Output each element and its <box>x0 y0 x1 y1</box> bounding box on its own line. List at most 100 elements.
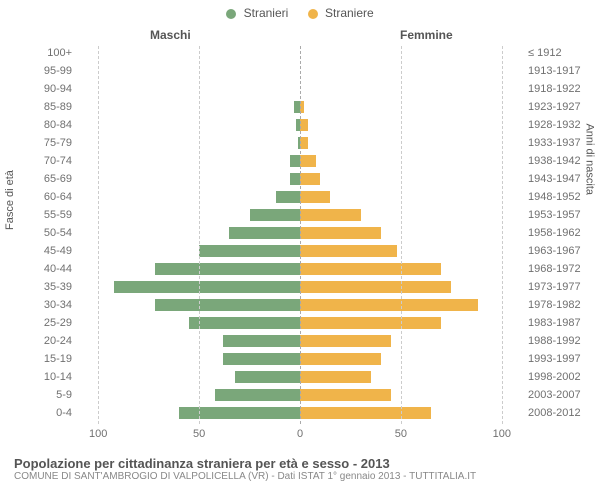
bar-row-male <box>78 64 300 78</box>
bar-female <box>300 245 397 257</box>
x-tick-label: 0 <box>285 428 315 440</box>
grid-line <box>502 46 503 424</box>
age-label: 70-74 <box>30 154 72 168</box>
year-label: 1913-1917 <box>528 64 598 78</box>
bar-row-female <box>300 262 522 276</box>
bar-female <box>300 263 441 275</box>
bar-row-female <box>300 190 522 204</box>
year-label: 1978-1982 <box>528 298 598 312</box>
bar-row-female <box>300 154 522 168</box>
footer-title: Popolazione per cittadinanza straniera p… <box>14 456 586 471</box>
bar-female <box>300 209 361 221</box>
bar-row-male <box>78 298 300 312</box>
bar-male <box>276 191 300 203</box>
year-label: 1993-1997 <box>528 352 598 366</box>
bar-male <box>229 227 300 239</box>
age-label: 80-84 <box>30 118 72 132</box>
bar-row-male <box>78 226 300 240</box>
bar-row-female <box>300 298 522 312</box>
age-label: 60-64 <box>30 190 72 204</box>
bar-male <box>199 245 300 257</box>
bar-male <box>223 353 300 365</box>
year-label: 1953-1957 <box>528 208 598 222</box>
year-label: 1918-1922 <box>528 82 598 96</box>
bar-row-female <box>300 208 522 222</box>
age-label: 35-39 <box>30 280 72 294</box>
year-label: 1928-1932 <box>528 118 598 132</box>
legend-label-female: Straniere <box>325 6 374 20</box>
footer-subtitle: COMUNE DI SANT'AMBROGIO DI VALPOLICELLA … <box>14 471 586 482</box>
bar-row-male <box>78 154 300 168</box>
legend: Stranieri Straniere <box>0 6 600 20</box>
age-label: 5-9 <box>30 388 72 402</box>
year-label: 1968-1972 <box>528 262 598 276</box>
bar-row-male <box>78 172 300 186</box>
bar-female <box>300 389 391 401</box>
age-label: 40-44 <box>30 262 72 276</box>
bar-male <box>290 173 300 185</box>
bar-row-female <box>300 352 522 366</box>
bar-female <box>300 155 316 167</box>
bar-row-female <box>300 226 522 240</box>
grid-line <box>98 46 99 424</box>
bar-row-female <box>300 316 522 330</box>
bar-row-male <box>78 136 300 150</box>
x-tick-label: 50 <box>386 428 416 440</box>
bar-female <box>300 173 320 185</box>
year-label: 1988-1992 <box>528 334 598 348</box>
year-label: 1948-1952 <box>528 190 598 204</box>
year-label: 1973-1977 <box>528 280 598 294</box>
bar-male <box>215 389 300 401</box>
year-label: 1998-2002 <box>528 370 598 384</box>
x-tick-label: 100 <box>487 428 517 440</box>
x-tick-label: 50 <box>184 428 214 440</box>
age-label: 100+ <box>30 46 72 60</box>
bar-male <box>179 407 300 419</box>
bar-row-male <box>78 244 300 258</box>
age-label: 90-94 <box>30 82 72 96</box>
bar-row-male <box>78 82 300 96</box>
bar-female <box>300 227 381 239</box>
bar-row-male <box>78 334 300 348</box>
plot-area <box>78 46 522 424</box>
bar-male <box>114 281 300 293</box>
bar-row-male <box>78 118 300 132</box>
age-label: 45-49 <box>30 244 72 258</box>
bar-female <box>300 353 381 365</box>
year-label: 1963-1967 <box>528 244 598 258</box>
age-label: 0-4 <box>30 406 72 420</box>
male-half <box>78 46 300 424</box>
bar-female <box>300 137 308 149</box>
bar-row-female <box>300 244 522 258</box>
bar-male <box>189 317 300 329</box>
legend-swatch-female <box>308 9 318 19</box>
legend-swatch-male <box>226 9 236 19</box>
year-label: 2003-2007 <box>528 388 598 402</box>
bar-male <box>223 335 300 347</box>
center-line <box>300 46 301 424</box>
bar-male <box>155 299 300 311</box>
year-label: 2008-2012 <box>528 406 598 420</box>
bar-male <box>250 209 300 221</box>
year-label: 1958-1962 <box>528 226 598 240</box>
bar-female <box>300 335 391 347</box>
bar-row-male <box>78 46 300 60</box>
y-axis-title-left: Fasce di età <box>4 170 16 230</box>
bar-row-male <box>78 388 300 402</box>
age-label: 10-14 <box>30 370 72 384</box>
footer: Popolazione per cittadinanza straniera p… <box>14 456 586 482</box>
bar-row-male <box>78 100 300 114</box>
grid-line <box>199 46 200 424</box>
bar-female <box>300 299 478 311</box>
year-label: 1943-1947 <box>528 172 598 186</box>
bar-row-female <box>300 100 522 114</box>
age-label: 30-34 <box>30 298 72 312</box>
grid-line <box>401 46 402 424</box>
bar-male <box>290 155 300 167</box>
bar-row-female <box>300 280 522 294</box>
bar-row-female <box>300 82 522 96</box>
bar-female <box>300 191 330 203</box>
year-label: 1923-1927 <box>528 100 598 114</box>
legend-item-male: Stranieri <box>226 6 288 20</box>
age-label: 85-89 <box>30 100 72 114</box>
